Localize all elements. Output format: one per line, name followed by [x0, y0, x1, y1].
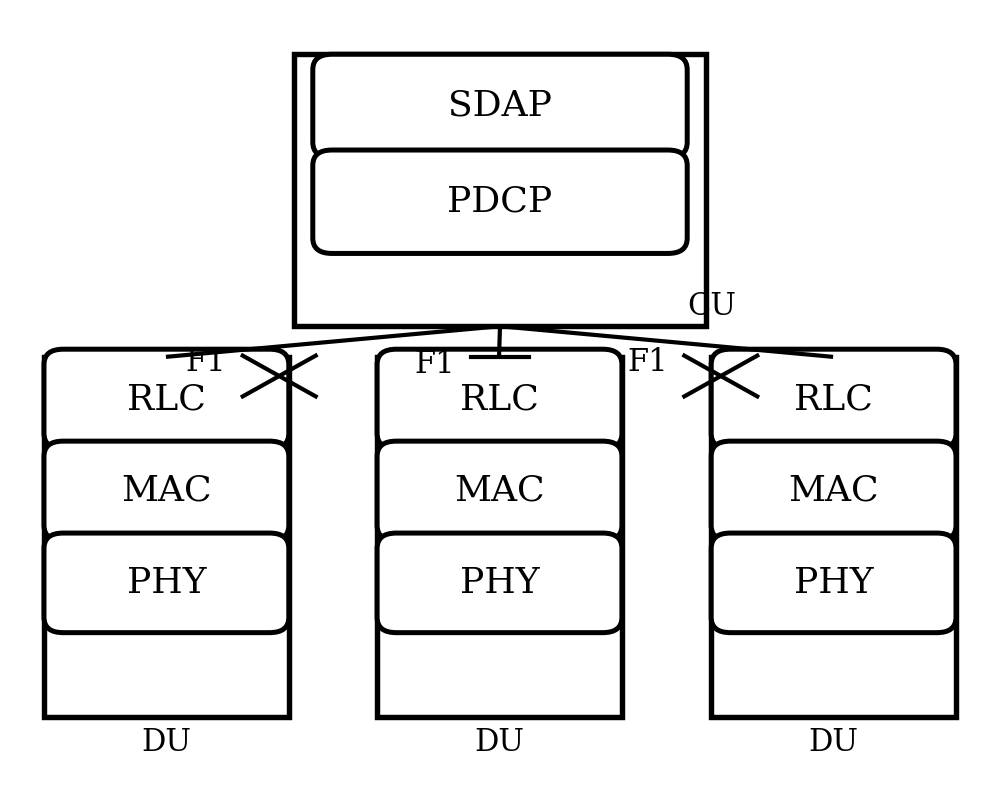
FancyBboxPatch shape: [711, 350, 956, 448]
Text: PHY: PHY: [794, 566, 873, 600]
Text: DU: DU: [808, 727, 858, 758]
Bar: [377, 357, 622, 717]
Text: CU: CU: [687, 291, 736, 322]
Text: PDCP: PDCP: [447, 184, 553, 219]
FancyBboxPatch shape: [313, 150, 687, 254]
Text: MAC: MAC: [454, 474, 545, 508]
Text: RLC: RLC: [794, 382, 873, 416]
Text: F1: F1: [627, 346, 668, 377]
FancyBboxPatch shape: [711, 533, 956, 633]
Bar: [44, 357, 289, 717]
FancyBboxPatch shape: [44, 350, 289, 448]
Bar: [294, 54, 706, 326]
Text: F1: F1: [414, 349, 455, 380]
Text: DU: DU: [474, 727, 524, 758]
Bar: [711, 357, 956, 717]
FancyBboxPatch shape: [377, 441, 622, 541]
FancyBboxPatch shape: [313, 54, 687, 158]
Text: RLC: RLC: [127, 382, 206, 416]
FancyBboxPatch shape: [44, 533, 289, 633]
Text: F1: F1: [186, 346, 226, 377]
FancyBboxPatch shape: [377, 350, 622, 448]
Text: SDAP: SDAP: [448, 89, 552, 123]
Text: RLC: RLC: [460, 382, 539, 416]
Text: PHY: PHY: [127, 566, 206, 600]
FancyBboxPatch shape: [44, 441, 289, 541]
FancyBboxPatch shape: [377, 533, 622, 633]
Text: MAC: MAC: [121, 474, 212, 508]
Text: DU: DU: [141, 727, 191, 758]
Text: MAC: MAC: [788, 474, 879, 508]
Text: PHY: PHY: [460, 566, 539, 600]
FancyBboxPatch shape: [711, 441, 956, 541]
